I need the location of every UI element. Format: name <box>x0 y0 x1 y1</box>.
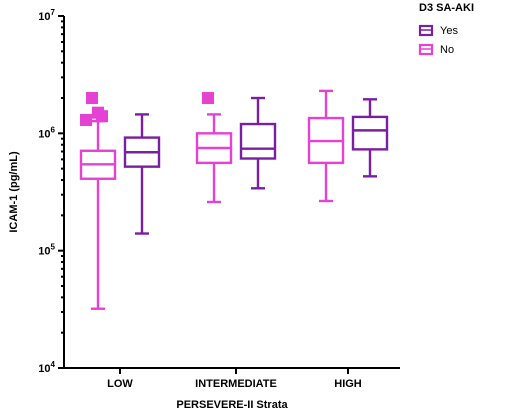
legend-label: Yes <box>440 25 458 37</box>
x-axis-title: PERSEVERE-II Strata <box>176 399 288 411</box>
x-tick-label: INTERMEDIATE <box>195 378 277 390</box>
y-tick-label: 106 <box>38 125 55 140</box>
y-tick-label: 105 <box>38 243 55 258</box>
box <box>239 122 277 160</box>
y-tick-label: 107 <box>38 8 55 23</box>
box <box>351 115 389 151</box>
plot-area <box>79 89 389 310</box>
outlier-point <box>202 92 214 105</box>
legend-label: No <box>440 44 454 56</box>
legend: D3 SA-AKI Yes No <box>418 2 474 56</box>
x-tick-label: LOW <box>107 378 133 390</box>
y-tick-label: 104 <box>38 360 55 375</box>
outlier-point <box>92 106 104 119</box>
outlier-point <box>86 92 98 105</box>
x-tick-label: HIGH <box>334 378 362 390</box>
legend-title: D3 SA-AKI <box>419 2 474 14</box>
axes: 104 105 106 107 LOW INTERMEDIATE HIGH <box>38 8 400 390</box>
y-axis-title: ICAM-1 (pg/mL) <box>8 151 20 233</box>
outlier-point <box>80 113 92 126</box>
